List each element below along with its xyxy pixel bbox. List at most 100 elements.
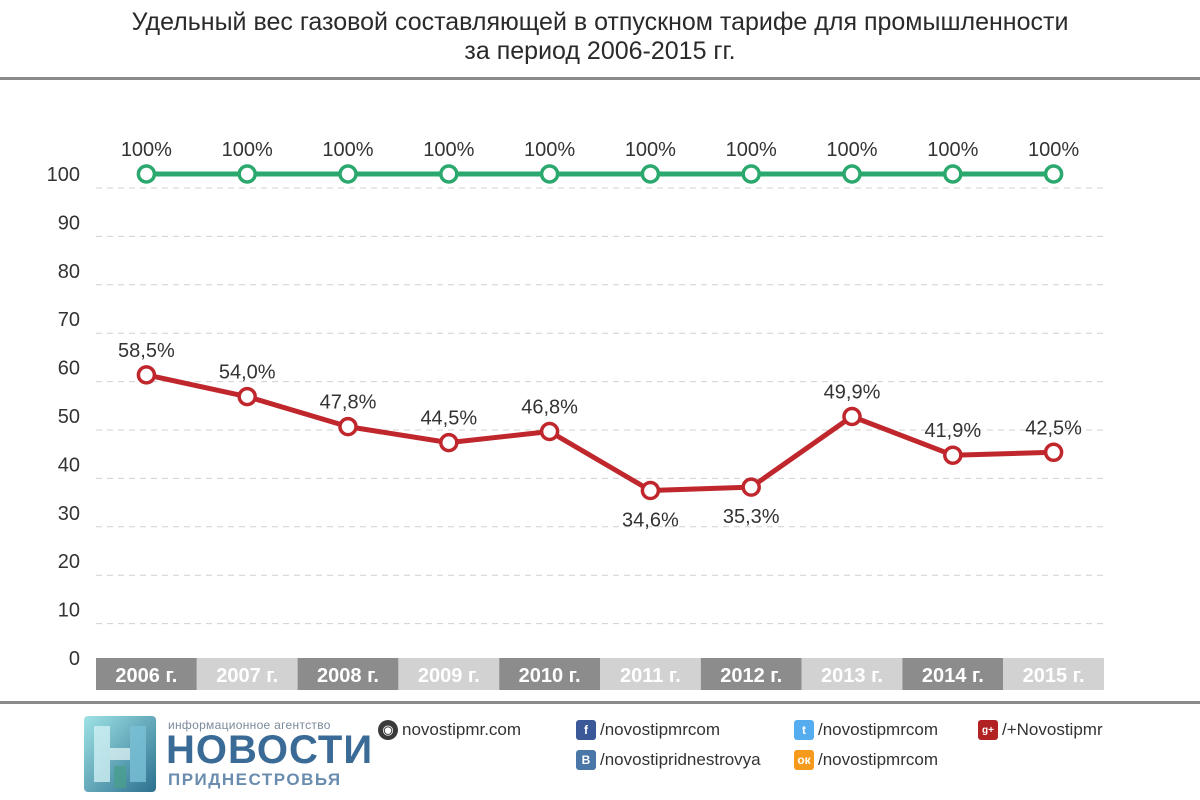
data-point [539, 164, 560, 184]
site-link-label: novostipmr.com [402, 720, 522, 739]
data-point [943, 445, 963, 465]
x-tick-label: 2007 г. [216, 665, 278, 687]
odnoklassniki-icon: ок [794, 750, 814, 770]
data-label: 54,0% [219, 362, 276, 384]
x-tick-label: 2012 г. [720, 665, 782, 687]
data-point [741, 164, 761, 184]
data-point [338, 416, 358, 437]
bottom-divider [0, 701, 1200, 704]
data-point [237, 386, 257, 407]
y-tick-label: 20 [58, 551, 80, 573]
x-tick-label: 2010 г. [519, 665, 581, 687]
data-label: 44,5% [420, 408, 477, 430]
y-tick-label: 50 [58, 406, 80, 428]
data-label: 49,9% [824, 381, 881, 403]
data-label: 100% [1028, 139, 1079, 161]
category-band [600, 658, 701, 690]
twitter-link-label: /novostipmrcom [818, 720, 938, 739]
twitter-icon: t [794, 720, 814, 740]
y-tick-label: 90 [58, 212, 80, 234]
google-plus-link[interactable]: g+ /+Novostipmr [978, 720, 1103, 740]
data-label: 41,9% [924, 420, 981, 442]
data-label: 100% [121, 139, 172, 161]
data-point [842, 164, 862, 184]
data-point [741, 477, 761, 497]
category-band [398, 658, 500, 690]
odnoklassniki-link-label: /novostipmrcom [818, 750, 938, 769]
x-tick-label: 2015 г. [1023, 665, 1085, 687]
data-label: 42,5% [1025, 417, 1082, 439]
data-label: 46,8% [521, 396, 578, 418]
data-label: 100% [927, 139, 978, 161]
facebook-link[interactable]: f /novostipmrcom [576, 720, 720, 740]
footer: информационное агентство НОВОСТИ ПРИДНЕС… [0, 704, 1200, 800]
data-point [439, 432, 459, 453]
data-label: 100% [322, 139, 373, 161]
data-label: 100% [423, 139, 474, 161]
facebook-link-label: /novostipmrcom [600, 720, 720, 739]
data-label: 100% [625, 139, 676, 161]
y-tick-label: 40 [58, 454, 80, 476]
agency-logo-icon [84, 716, 156, 792]
chart-title-line2: за период 2006-2015 гг. [464, 37, 736, 65]
category-band [297, 658, 399, 690]
data-point [640, 480, 661, 501]
category-band [96, 658, 197, 690]
data-point [640, 164, 661, 184]
x-tick-label: 2014 г. [922, 665, 984, 687]
y-tick-label: 10 [58, 600, 80, 622]
series-line [145, 372, 1054, 494]
x-tick-label: 2009 г. [418, 665, 480, 687]
agency-name: НОВОСТИ [166, 728, 374, 772]
chart-title: Удельный вес газовой составляющей в отпу… [0, 8, 1200, 66]
vk-icon: B [576, 750, 596, 770]
line-chart: 0 10 20 30 40 50 60 70 80 90 100 2006 г. 2007 г. 2008… [47, 139, 1104, 690]
google-plus-link-label: /+Novostipmr [1002, 720, 1103, 739]
y-tick-label: 80 [58, 261, 80, 283]
x-tick-label: 2008 г. [317, 665, 379, 687]
category-band [700, 658, 802, 690]
y-tick-label: 30 [58, 503, 80, 525]
data-label: 100% [524, 139, 575, 161]
odnoklassniki-link[interactable]: ок /novostipmrcom [794, 750, 938, 770]
top-divider [0, 77, 1200, 80]
data-point [136, 164, 157, 184]
vk-link-label: /novostipridnestrovya [600, 750, 761, 769]
y-tick-label: 100 [47, 164, 80, 186]
category-band [499, 658, 600, 690]
data-label: 47,8% [320, 392, 377, 414]
chart-title-line1: Удельный вес газовой составляющей в отпу… [131, 8, 1069, 36]
agency-tagline: информационное агентство [168, 718, 331, 732]
data-point [539, 421, 560, 442]
data-point [1043, 442, 1064, 463]
google-plus-icon: g+ [978, 720, 998, 740]
category-band [196, 658, 298, 690]
data-point [842, 406, 862, 427]
data-label: 58,5% [118, 340, 175, 362]
site-link[interactable]: ◉ novostipmr.com [378, 720, 521, 740]
data-label: 100% [222, 139, 273, 161]
y-tick-label: 70 [58, 309, 80, 331]
data-label: 35,3% [723, 506, 780, 528]
category-band [801, 658, 903, 690]
globe-icon: ◉ [378, 720, 398, 740]
x-tick-label: 2011 г. [620, 665, 681, 687]
y-tick-label: 60 [58, 358, 80, 380]
facebook-icon: f [576, 720, 596, 740]
category-band [902, 658, 1004, 690]
x-tick-label: 2006 г. [115, 665, 177, 687]
data-label: 100% [826, 139, 877, 161]
data-point [237, 164, 257, 184]
data-point [1043, 164, 1064, 184]
data-label: 100% [726, 139, 777, 161]
x-tick-label: 2013 г. [821, 665, 883, 687]
y-tick-label: 0 [69, 648, 80, 670]
data-point [943, 164, 963, 184]
data-label: 34,6% [622, 510, 679, 532]
twitter-link[interactable]: t /novostipmrcom [794, 720, 938, 740]
vk-link[interactable]: B /novostipridnestrovya [576, 750, 761, 770]
data-point [338, 164, 358, 184]
data-point [136, 365, 157, 385]
data-point [439, 164, 459, 184]
category-band [1003, 658, 1104, 690]
